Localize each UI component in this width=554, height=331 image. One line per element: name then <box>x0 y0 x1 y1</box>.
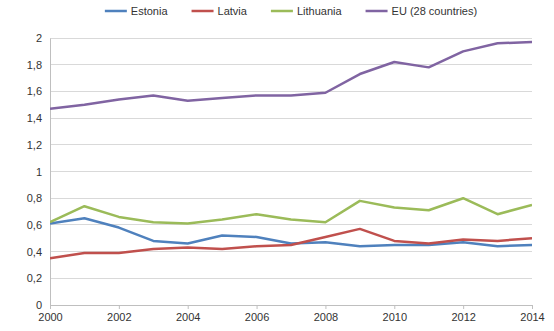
x-tick-mark <box>325 305 326 309</box>
y-tick-label: 1,8 <box>27 59 42 71</box>
x-tick-label: 2014 <box>520 311 544 323</box>
legend-item: Lithuania <box>271 5 343 17</box>
x-tick-mark <box>394 305 395 309</box>
grid-line <box>50 278 532 279</box>
series-line <box>50 218 532 246</box>
series-line <box>50 229 532 258</box>
grid-line <box>50 171 532 172</box>
y-tick: 0,6 <box>27 219 50 231</box>
x-tick-mark <box>50 305 51 309</box>
legend-label: EU (28 countries) <box>392 5 478 17</box>
y-tick-label: 2 <box>36 32 42 44</box>
grid-line <box>50 144 532 145</box>
grid-line <box>50 224 532 225</box>
grid <box>50 38 532 305</box>
y-tick: 1 <box>36 166 50 178</box>
x-tick: 2006 <box>245 305 269 323</box>
x-tick-label: 2002 <box>107 311 131 323</box>
x-tick-mark <box>257 305 258 309</box>
series-line <box>50 42 532 109</box>
x-axis: 2000 2002 2004 2006 2008 2010 2012 2014 <box>38 305 544 323</box>
chart: 00,20,40,60,811,21,41,61,822000200220042… <box>0 0 554 331</box>
legend-item: Estonia <box>105 5 169 17</box>
y-axis: 0 0,2 0,4 0,6 0,8 1 1,2 1,4 1,6 1,8 2 <box>27 32 51 311</box>
x-tick: 2014 <box>520 305 544 323</box>
grid-line <box>50 91 532 92</box>
x-tick: 2002 <box>107 305 131 323</box>
y-tick-label: 0,6 <box>27 219 42 231</box>
y-axis-line <box>50 39 51 306</box>
legend: Estonia Latvia Lithuania EU (28 countries) <box>105 5 477 17</box>
x-tick-mark <box>532 305 533 309</box>
legend-swatch <box>271 10 293 13</box>
y-tick: 1,2 <box>27 139 50 151</box>
legend-swatch <box>366 10 388 13</box>
y-tick-label: 1 <box>36 166 42 178</box>
x-axis-line <box>51 306 533 310</box>
legend-swatch <box>105 10 127 13</box>
x-tick-mark <box>119 305 120 309</box>
x-tick: 2012 <box>451 305 475 323</box>
x-tick-label: 2012 <box>451 311 475 323</box>
y-tick: 0,4 <box>27 246 50 258</box>
grid-line <box>50 64 532 65</box>
legend-item: EU (28 countries) <box>366 5 478 17</box>
x-tick-label: 2008 <box>314 311 338 323</box>
grid-line <box>50 118 532 119</box>
x-tick-mark <box>188 305 189 309</box>
x-tick-mark <box>463 305 464 309</box>
y-tick: 1,8 <box>27 59 50 71</box>
x-tick-label: 2006 <box>245 311 269 323</box>
series-line <box>50 198 532 223</box>
x-tick-label: 2010 <box>383 311 407 323</box>
legend-label: Lithuania <box>297 5 343 17</box>
x-tick: 2010 <box>383 305 407 323</box>
y-tick: 0,2 <box>27 272 50 284</box>
y-tick-label: 1,2 <box>27 139 42 151</box>
y-tick-label: 1,6 <box>27 85 42 97</box>
y-tick-label: 0 <box>36 299 42 311</box>
y-tick-label: 1,4 <box>27 112 42 124</box>
y-tick-label: 0,2 <box>27 272 42 284</box>
plot-area <box>50 42 532 258</box>
x-tick-label: 2000 <box>38 311 62 323</box>
y-tick: 0,8 <box>27 192 50 204</box>
legend-label: Latvia <box>218 5 248 17</box>
x-tick: 2008 <box>314 305 338 323</box>
y-tick: 0 <box>36 299 50 311</box>
y-tick-label: 0,4 <box>27 246 42 258</box>
y-tick-label: 0,8 <box>27 192 42 204</box>
legend-swatch <box>192 10 214 13</box>
x-tick: 2004 <box>176 305 200 323</box>
x-tick: 2000 <box>38 305 62 323</box>
y-tick: 1,4 <box>27 112 50 124</box>
grid-line <box>50 38 532 39</box>
y-tick: 1,6 <box>27 85 50 97</box>
x-tick-label: 2004 <box>176 311 200 323</box>
y-tick: 2 <box>36 32 50 44</box>
legend-item: Latvia <box>192 5 248 17</box>
legend-label: Estonia <box>131 5 169 17</box>
